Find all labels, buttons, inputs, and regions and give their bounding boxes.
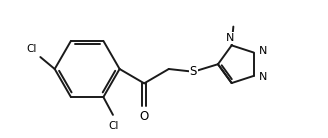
Text: Cl: Cl bbox=[108, 121, 118, 131]
Text: N: N bbox=[225, 33, 234, 43]
Text: O: O bbox=[140, 110, 149, 123]
Text: N: N bbox=[258, 71, 267, 82]
Text: N: N bbox=[258, 46, 267, 56]
Text: S: S bbox=[190, 65, 197, 78]
Text: Cl: Cl bbox=[27, 44, 37, 54]
